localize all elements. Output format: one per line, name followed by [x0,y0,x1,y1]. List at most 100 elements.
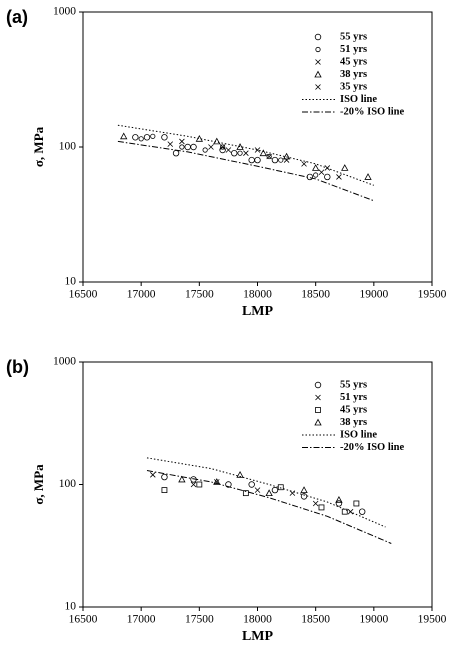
legend-label: 38 yrs [340,417,367,428]
point [179,138,185,145]
x-tick-label: 17500 [185,289,214,301]
point [167,141,174,147]
x-tick-label: 18500 [301,289,330,301]
point [161,134,168,141]
y-tick-label: 100 [59,478,77,490]
point [318,169,325,176]
point [219,144,226,150]
point [335,500,343,507]
point [254,147,261,153]
point [231,149,238,157]
x-tick-label: 19000 [359,289,388,301]
legend-marker [315,59,321,65]
point [313,172,319,178]
point [237,150,243,156]
y-axis-title: σ, MPa [31,464,46,505]
x-tick-label: 16500 [69,614,98,626]
legend-label: ISO line [340,94,377,105]
x-axis-title: LMP [242,629,274,644]
point [225,147,232,153]
legend-label: 51 yrs [340,392,367,403]
point [359,508,366,515]
point [324,173,331,181]
legend-label: 55 yrs [340,379,367,390]
legend-label: 38 yrs [340,69,367,80]
point [208,144,214,150]
point [220,144,226,150]
point [179,144,185,150]
y-tick-label: 10 [65,601,77,613]
y-axis-title: σ, MPa [31,126,46,167]
legend-label: 45 yrs [340,56,367,67]
point [161,473,168,481]
point [271,486,279,494]
point [364,173,372,180]
point [271,156,279,164]
iso-line [117,140,375,202]
legend-label: 51 yrs [340,44,367,55]
point [341,508,348,515]
legend-marker [315,46,321,53]
point [150,472,156,478]
point [132,134,139,141]
y-tick-label: 100 [59,141,77,153]
point [243,150,249,156]
point [161,487,168,494]
legend-label: ISO line [340,429,377,440]
point [190,481,197,488]
point [213,478,221,485]
panel-label: (a) [6,7,28,27]
iso-line [146,470,392,544]
x-tick-label: 17500 [185,614,214,626]
point [266,153,272,160]
point [335,495,343,503]
x-tick-label: 16500 [69,289,98,301]
point [311,164,320,171]
point [266,153,272,160]
legend-label: 45 yrs [340,404,367,415]
point [248,481,255,488]
plot-frame [82,361,433,608]
point [143,134,151,141]
x-tick-label: 18000 [243,614,272,626]
point [300,493,308,500]
legend-marker [314,381,322,389]
panel-label: (b) [6,357,29,377]
point [336,174,342,180]
x-tick-label: 19000 [359,614,388,626]
point [172,149,180,157]
point [225,481,232,488]
legend-label: -20% ISO line [340,106,405,117]
legend-marker [314,33,322,41]
point [254,156,261,164]
legend-marker [315,84,321,90]
point [282,152,291,160]
point [318,504,325,511]
y-tick-label: 10 [65,276,77,288]
point [213,137,221,145]
plot-frame [82,11,433,283]
point [184,143,191,151]
point [259,149,267,157]
legend-label: -20% ISO line [340,442,405,453]
x-tick-label: 19500 [418,289,447,301]
point [248,156,255,164]
point [278,157,284,163]
point [242,490,249,497]
y-tick-label: 1000 [53,6,76,18]
point [150,133,156,139]
y-tick-label: 1000 [53,356,76,368]
point [283,157,290,163]
x-axis-title: LMP [242,304,274,319]
point [196,481,203,488]
point [202,147,208,153]
point [190,143,197,151]
point [301,161,307,167]
point [120,132,128,140]
iso-line [117,124,375,186]
legend-label: 35 yrs [340,81,367,92]
legend-marker [314,418,322,426]
x-tick-label: 19500 [418,614,447,626]
point [341,164,349,171]
legend-marker [314,70,322,78]
